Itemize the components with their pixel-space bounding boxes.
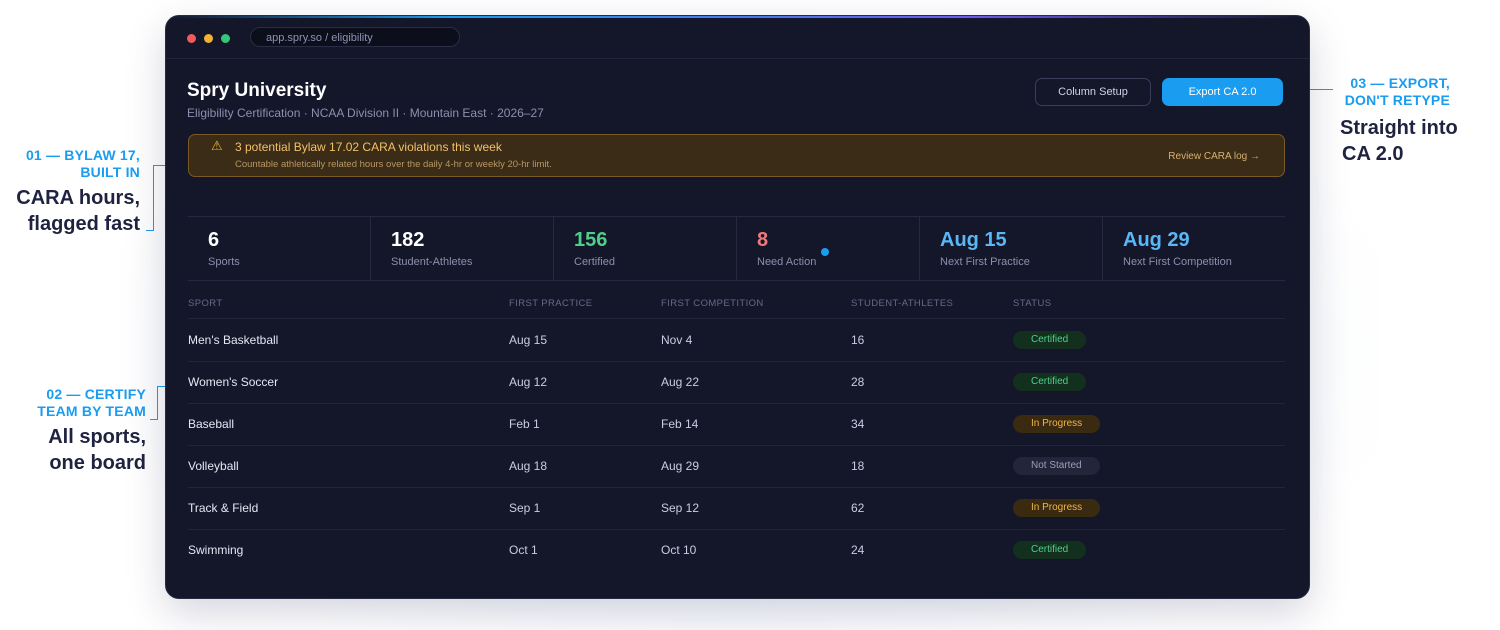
first-practice-cell: Aug 18 bbox=[509, 459, 548, 473]
app-window: app.spry.so / eligibility Spry Universit… bbox=[165, 15, 1310, 599]
stat-student-athletes: 182 Student-Athletes bbox=[371, 217, 554, 280]
sport-cell: Track & Field bbox=[188, 501, 259, 515]
status-badge: Not Started bbox=[1013, 457, 1100, 475]
window-titlebar: app.spry.so / eligibility bbox=[166, 18, 1309, 59]
table-row[interactable]: Volleyball Aug 18 Aug 29 18 Not Started bbox=[188, 445, 1285, 488]
need-action-dot bbox=[821, 248, 829, 256]
stat-certified: 156 Certified bbox=[554, 217, 737, 280]
first-practice-cell: Aug 12 bbox=[509, 375, 548, 389]
stat-label: Need Action bbox=[757, 256, 817, 268]
stat-label: Certified bbox=[574, 256, 615, 268]
maximize-light-icon[interactable] bbox=[221, 34, 230, 43]
first-competition-cell: Nov 4 bbox=[661, 333, 693, 347]
first-competition-cell: Oct 10 bbox=[661, 543, 697, 557]
first-competition-cell: Feb 14 bbox=[661, 417, 699, 431]
status-badge: Certified bbox=[1013, 541, 1087, 559]
first-practice-cell: Sep 1 bbox=[509, 501, 541, 515]
callout-tag: 01 — BYLAW 17, BUILT IN bbox=[25, 147, 140, 180]
sport-cell: Swimming bbox=[188, 543, 244, 557]
student-athletes-cell: 62 bbox=[851, 501, 865, 515]
column-header-first-competition[interactable]: FIRST COMPETITION bbox=[661, 298, 764, 309]
first-competition-cell: Sep 12 bbox=[661, 501, 700, 515]
callout-headline: All sports, one board bbox=[48, 426, 146, 474]
callout-connector bbox=[153, 165, 154, 230]
url-bar[interactable]: app.spry.so / eligibility bbox=[250, 27, 460, 47]
close-light-icon[interactable] bbox=[187, 34, 196, 43]
stat-label: Sports bbox=[208, 256, 240, 268]
stat-label: Next First Practice bbox=[940, 256, 1030, 268]
alert-description: Countable athletically related hours ove… bbox=[235, 159, 552, 170]
table-row[interactable]: Track & Field Sep 1 Sep 12 62 In Progres… bbox=[188, 487, 1285, 530]
status-badge: In Progress bbox=[1013, 499, 1101, 517]
stat-need-action[interactable]: 8 Need Action bbox=[737, 217, 920, 280]
export-ca-button[interactable]: Export CA 2.0 bbox=[1162, 78, 1283, 106]
first-practice-cell: Aug 15 bbox=[509, 333, 548, 347]
stat-next-first-practice: Aug 15 Next First Practice bbox=[920, 217, 1103, 280]
minimize-light-icon[interactable] bbox=[204, 34, 213, 43]
callout-export: 03 — EXPORT, DON'T RETYPE Straight into … bbox=[1340, 75, 1500, 167]
cara-alert-banner: ⚠ 3 potential Bylaw 17.02 CARA violation… bbox=[188, 134, 1285, 177]
stat-value: 156 bbox=[574, 229, 608, 251]
stat-value: Aug 29 bbox=[1123, 229, 1190, 251]
stat-label: Next First Competition bbox=[1123, 256, 1232, 268]
status-badge: Certified bbox=[1013, 331, 1087, 349]
warning-icon: ⚠ bbox=[211, 138, 223, 153]
column-header-student-athletes[interactable]: STUDENT-ATHLETES bbox=[851, 298, 954, 309]
student-athletes-cell: 24 bbox=[851, 543, 865, 557]
callout-bylaw: 01 — BYLAW 17, BUILT IN CARA hours, flag… bbox=[0, 147, 140, 237]
first-competition-cell: Aug 29 bbox=[661, 459, 700, 473]
stat-value: Aug 15 bbox=[940, 229, 1007, 251]
first-practice-cell: Feb 1 bbox=[509, 417, 540, 431]
sport-cell: Women's Soccer bbox=[188, 375, 279, 389]
stat-next-first-competition: Aug 29 Next First Competition bbox=[1103, 217, 1285, 280]
table-header: SPORT FIRST PRACTICE FIRST COMPETITION S… bbox=[188, 298, 1285, 319]
first-practice-cell: Oct 1 bbox=[509, 543, 538, 557]
column-header-first-practice[interactable]: FIRST PRACTICE bbox=[509, 298, 593, 309]
callout-connector bbox=[157, 386, 158, 419]
table-row[interactable]: Men's Basketball Aug 15 Nov 4 16 Certifi… bbox=[188, 319, 1285, 362]
stats-bar: 6 Sports 182 Student-Athletes 156 Certif… bbox=[188, 216, 1285, 281]
student-athletes-cell: 18 bbox=[851, 459, 865, 473]
status-badge: Certified bbox=[1013, 373, 1087, 391]
callout-connector bbox=[150, 419, 158, 420]
student-athletes-cell: 34 bbox=[851, 417, 865, 431]
accent-line bbox=[166, 16, 1309, 18]
callout-tag: 02 — CERTIFY TEAM BY TEAM bbox=[37, 386, 146, 419]
table-row[interactable]: Women's Soccer Aug 12 Aug 22 28 Certifie… bbox=[188, 361, 1285, 404]
review-cara-log-link[interactable]: Review CARA log → bbox=[1168, 151, 1260, 162]
callout-headline: CARA hours, flagged fast bbox=[16, 187, 140, 235]
stat-value: 8 bbox=[757, 229, 769, 251]
first-competition-cell: Aug 22 bbox=[661, 375, 700, 389]
table-row[interactable]: Swimming Oct 1 Oct 10 24 Certified bbox=[188, 529, 1285, 571]
stat-sports: 6 Sports bbox=[188, 217, 371, 280]
sport-cell: Volleyball bbox=[188, 459, 239, 473]
status-badge: In Progress bbox=[1013, 415, 1101, 433]
callout-tag: 03 — EXPORT, DON'T RETYPE bbox=[1344, 75, 1450, 108]
callout-connector bbox=[1297, 89, 1333, 90]
column-header-status[interactable]: STATUS bbox=[1013, 298, 1052, 309]
column-setup-button[interactable]: Column Setup bbox=[1035, 78, 1151, 106]
page-title: Spry University bbox=[187, 80, 327, 101]
student-athletes-cell: 28 bbox=[851, 375, 865, 389]
stat-value: 182 bbox=[391, 229, 425, 251]
callout-certify: 02 — CERTIFY TEAM BY TEAM All sports, on… bbox=[0, 386, 146, 476]
stat-label: Student-Athletes bbox=[391, 256, 473, 268]
sport-cell: Baseball bbox=[188, 417, 235, 431]
column-header-sport[interactable]: SPORT bbox=[188, 298, 223, 309]
stat-value: 6 bbox=[208, 229, 220, 251]
alert-title: 3 potential Bylaw 17.02 CARA violations … bbox=[235, 140, 502, 154]
callout-connector bbox=[146, 230, 154, 231]
sport-cell: Men's Basketball bbox=[188, 333, 279, 347]
page-subtitle: Eligibility Certification · NCAA Divisio… bbox=[187, 106, 544, 120]
table-row[interactable]: Baseball Feb 1 Feb 14 34 In Progress bbox=[188, 403, 1285, 446]
student-athletes-cell: 16 bbox=[851, 333, 865, 347]
callout-headline: Straight into CA 2.0 bbox=[1340, 117, 1458, 165]
